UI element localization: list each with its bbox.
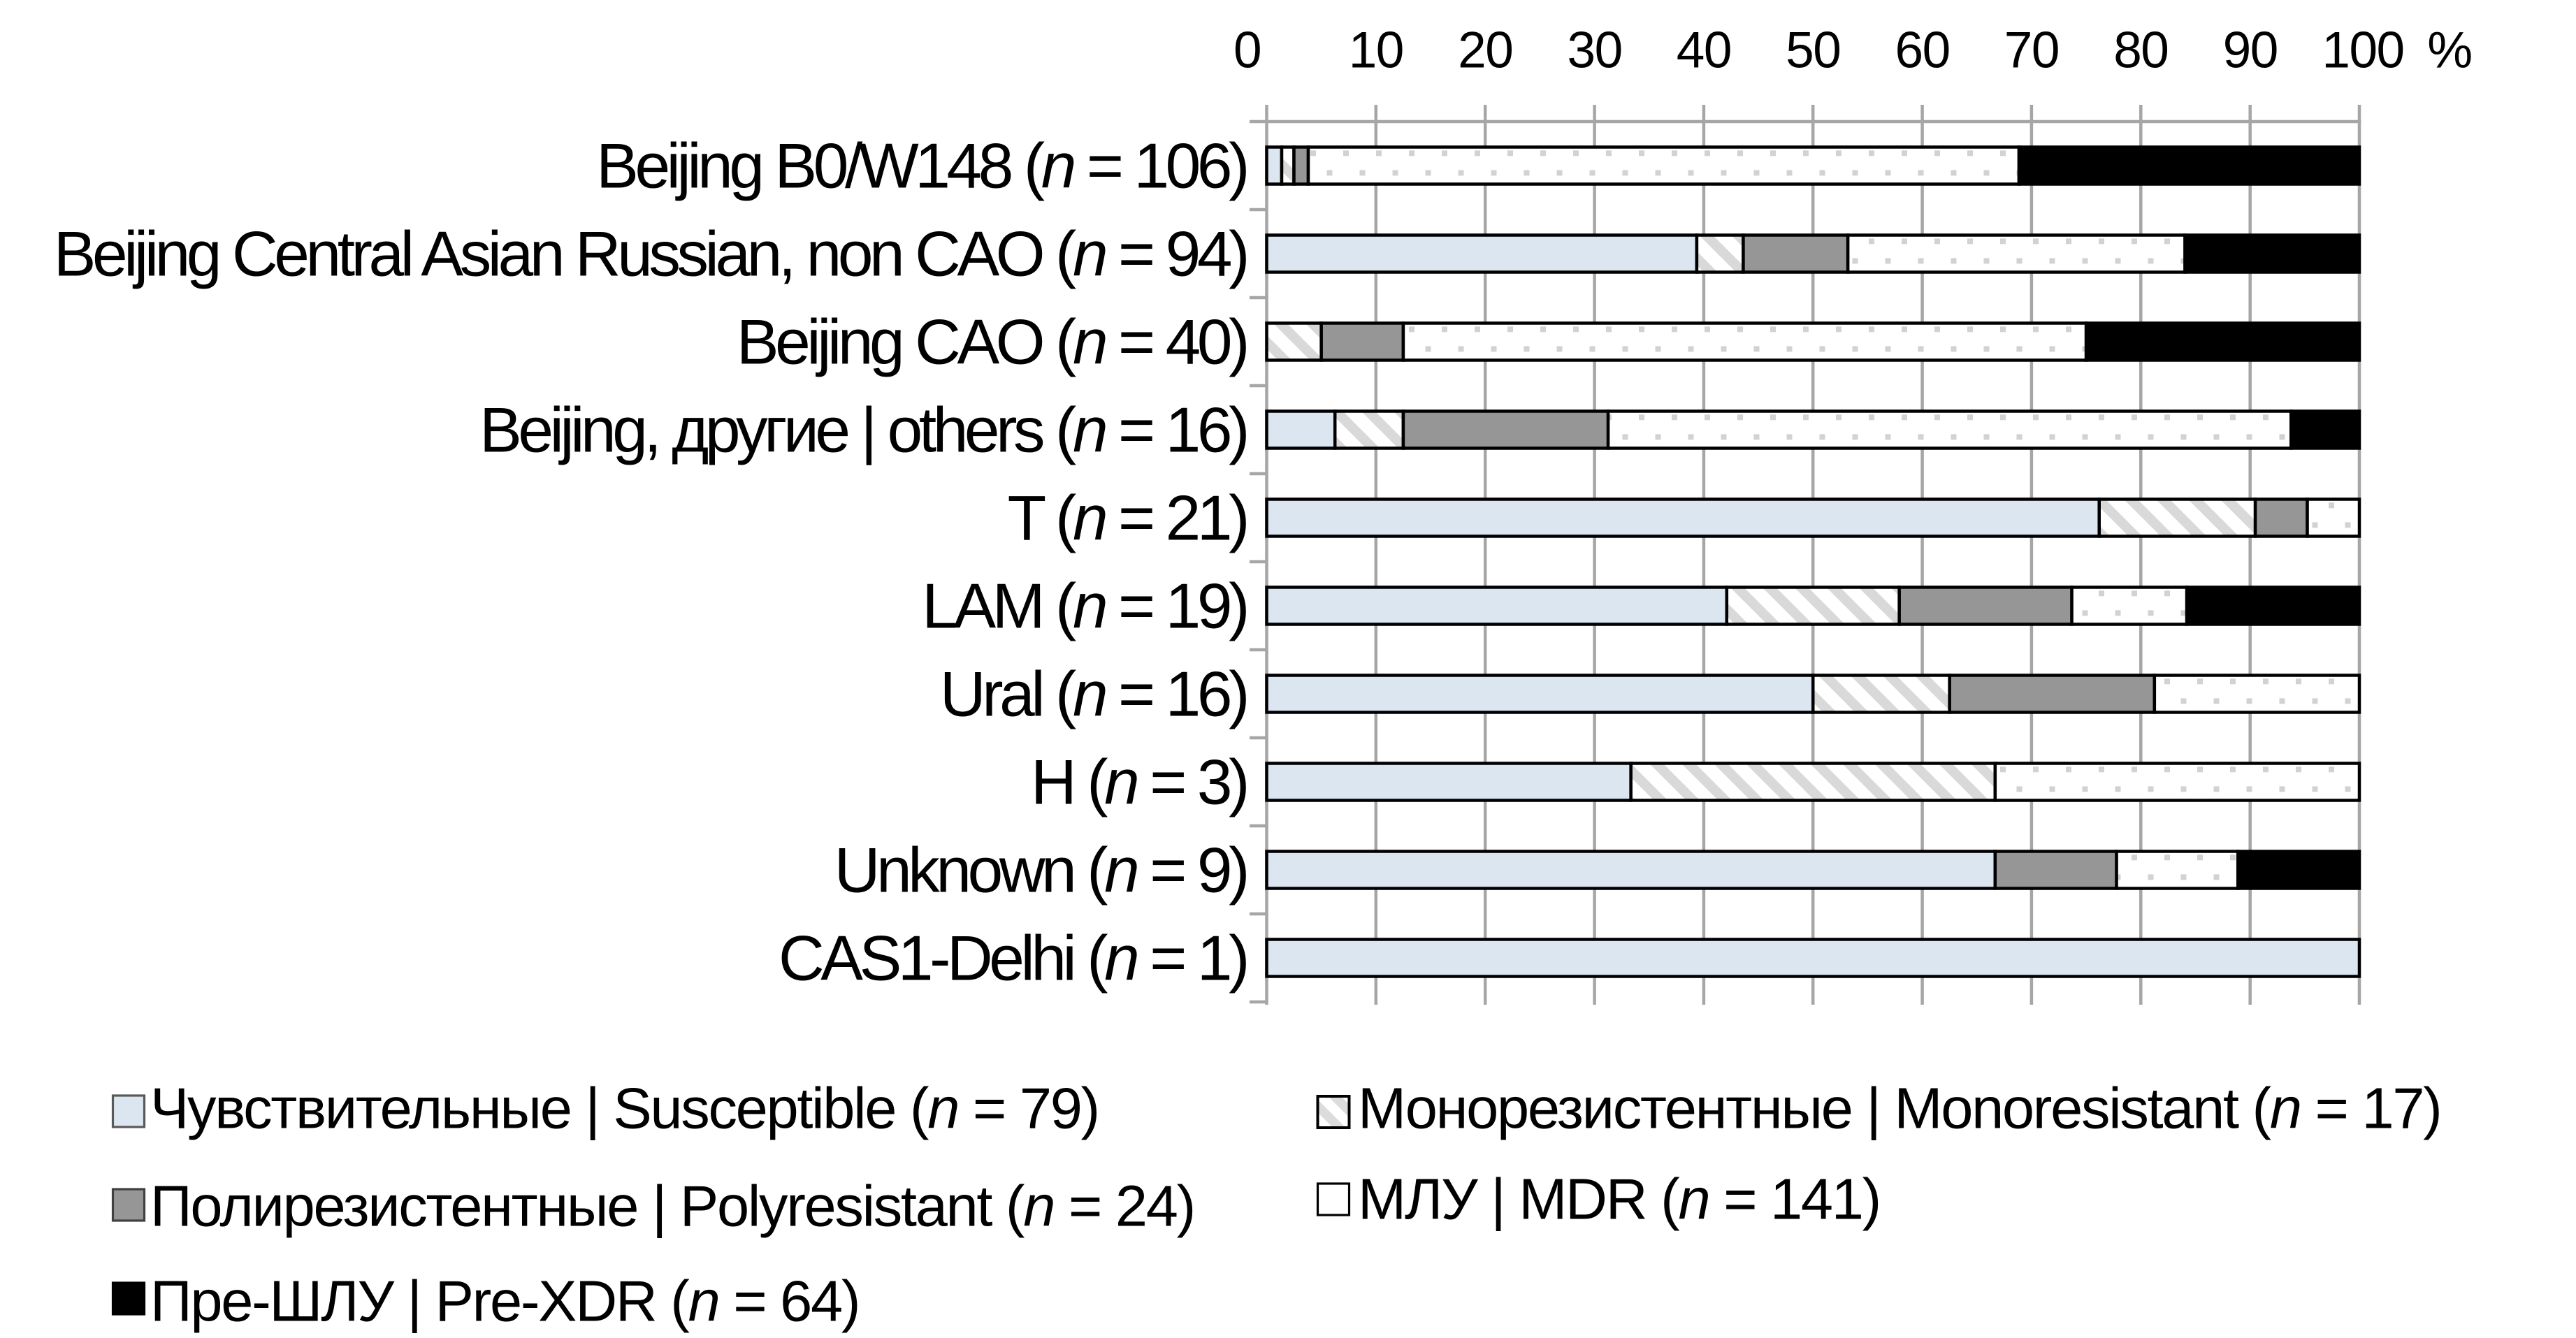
svg-text:100: 100 — [2322, 22, 2403, 78]
svg-text:30: 30 — [1567, 22, 1621, 78]
svg-text:50: 50 — [1786, 22, 1840, 78]
svg-text:CAS1-Delhi (n = 1): CAS1-Delhi (n = 1) — [779, 923, 1246, 994]
svg-text:Unknown (n = 9): Unknown (n = 9) — [834, 835, 1246, 906]
svg-text:Ural (n = 16): Ural (n = 16) — [940, 659, 1246, 729]
svg-text:T (n = 21): T (n = 21) — [1008, 483, 1246, 553]
svg-text:70: 70 — [2004, 22, 2059, 78]
svg-text:0: 0 — [1233, 22, 1261, 78]
svg-text:80: 80 — [2113, 22, 2168, 78]
svg-text:Монорезистентные | Monoresista: Монорезистентные | Monoresistant (n = 17… — [1358, 1076, 2441, 1141]
svg-text:Пре-ШЛУ | Pre-XDR (n = 64): Пре-ШЛУ | Pre-XDR (n = 64) — [150, 1269, 859, 1334]
svg-text:%: % — [2427, 22, 2471, 78]
svg-text:20: 20 — [1458, 22, 1512, 78]
svg-text:Полирезистентные | Polyresista: Полирезистентные | Polyresistant (n = 24… — [150, 1174, 1194, 1239]
svg-text:10: 10 — [1349, 22, 1403, 78]
svg-text:Beijing, другие | others (n =: Beijing, другие | others (n = 16) — [479, 395, 1246, 465]
svg-text:Чувствительные | Susceptible (: Чувствительные | Susceptible (n = 79) — [150, 1076, 1099, 1141]
svg-text:МЛУ | MDR (n = 141): МЛУ | MDR (n = 141) — [1358, 1167, 1880, 1232]
svg-text:LAM (n = 19): LAM (n = 19) — [922, 571, 1246, 641]
svg-text:Beijing CAO (n = 40): Beijing CAO (n = 40) — [737, 307, 1246, 377]
svg-text:H (n = 3): H (n = 3) — [1031, 747, 1246, 817]
svg-text:60: 60 — [1895, 22, 1949, 78]
svg-text:Beijing Central Asian Russian,: Beijing Central Asian Russian, non CAO (… — [54, 219, 1246, 289]
svg-text:40: 40 — [1677, 22, 1731, 78]
svg-text:90: 90 — [2223, 22, 2278, 78]
svg-text:Beijing B0/W148 (n = 106): Beijing B0/W148 (n = 106) — [596, 131, 1246, 201]
